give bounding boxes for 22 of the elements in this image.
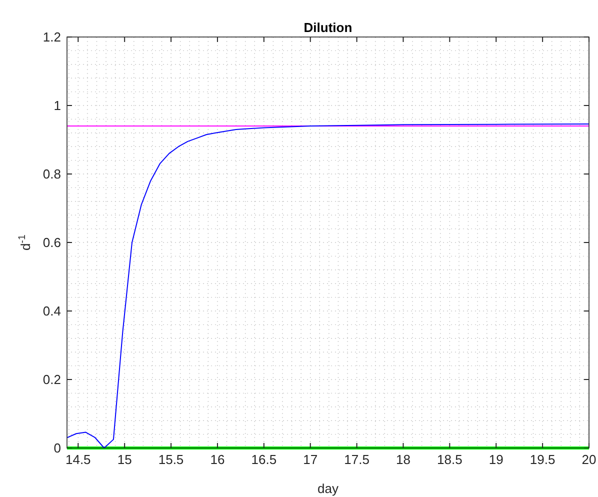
- x-tick-label: 15: [117, 452, 132, 467]
- y-tick-label: 0.6: [42, 235, 61, 250]
- x-axis-title: day: [318, 481, 339, 496]
- x-tick-label: 14.5: [65, 452, 91, 467]
- x-tick-label: 18.5: [437, 452, 462, 467]
- y-tick-label: 0.2: [42, 372, 61, 387]
- x-tick-label: 15.5: [158, 452, 184, 467]
- line-series: [66, 123, 590, 448]
- y-tick-label: 0.8: [42, 166, 61, 182]
- y-tick-label: 0: [54, 440, 61, 456]
- x-tick-label: 17.5: [344, 452, 370, 467]
- x-tick-label: 19: [488, 452, 504, 467]
- chart-title: Dilution: [304, 20, 352, 35]
- y-tick-label: 1.2: [42, 30, 61, 44]
- x-tick-label: 19.5: [530, 452, 556, 467]
- x-tick-label: 16: [210, 452, 225, 467]
- x-tick-label: 20: [582, 452, 596, 467]
- x-tick-label: 16.5: [251, 452, 277, 467]
- y-tick-label: 1: [54, 98, 61, 113]
- x-tick-label: 18: [396, 452, 410, 467]
- x-tick-label: 17: [303, 452, 318, 467]
- y-tick-label: 0.4: [42, 304, 61, 318]
